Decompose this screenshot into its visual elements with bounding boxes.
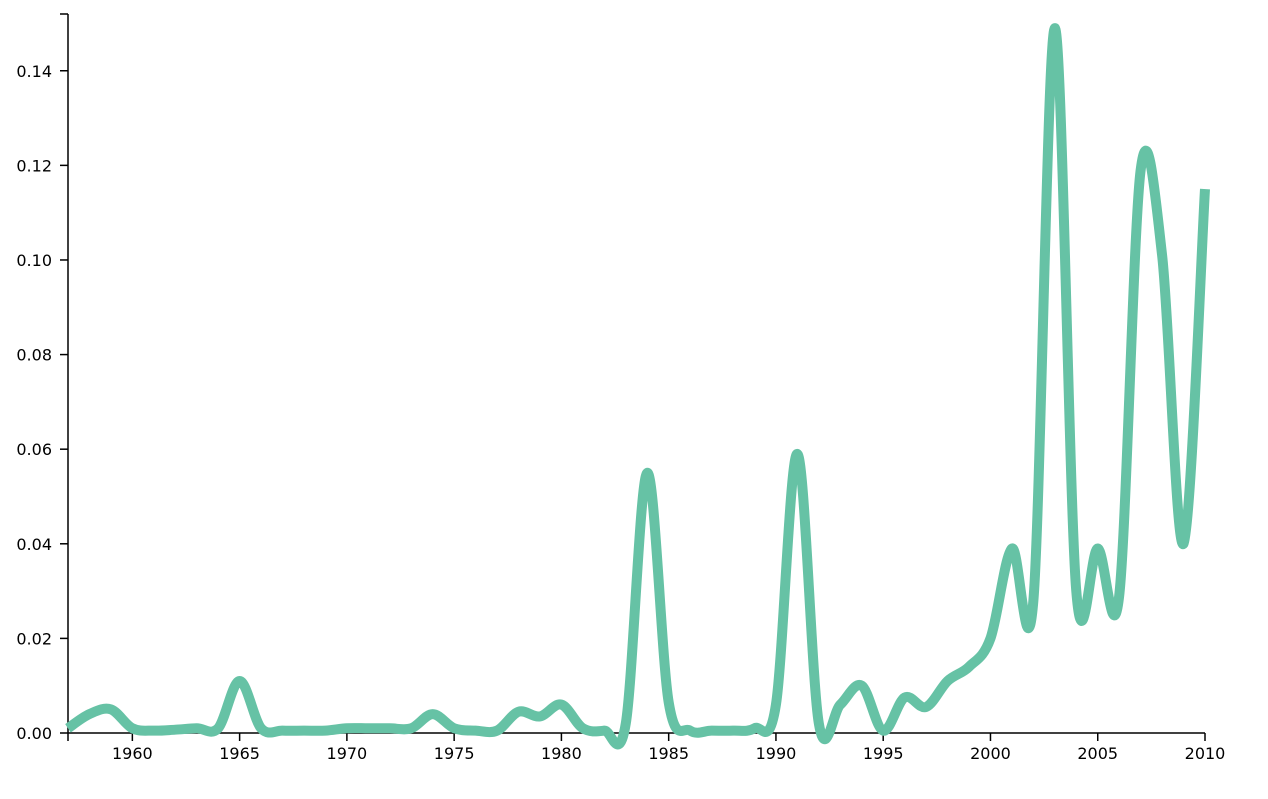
x-axis: 1960 1965 1970 1975 1980 1985 1990 1995 2000 2005… bbox=[67, 732, 1226, 763]
x-tick-label: 1970 bbox=[327, 744, 368, 763]
x-tick-label: 1985 bbox=[648, 744, 689, 763]
x-tick-label: 1975 bbox=[434, 744, 475, 763]
series-layer bbox=[65, 23, 1210, 750]
x-tick-label: 1965 bbox=[219, 744, 260, 763]
y-tick-label: 0.06 bbox=[16, 440, 52, 459]
x-tick-label: 2005 bbox=[1077, 744, 1118, 763]
y-tick-label: 0.14 bbox=[16, 62, 52, 81]
x-tick-label: 2010 bbox=[1185, 744, 1226, 763]
x-tick-label: 1960 bbox=[112, 744, 153, 763]
y-tick-label: 0.00 bbox=[16, 724, 52, 743]
y-tick-label: 0.10 bbox=[16, 251, 52, 270]
x-tick-label: 1980 bbox=[541, 744, 582, 763]
y-tick-label: 0.04 bbox=[16, 535, 52, 554]
y-tick-label: 0.02 bbox=[16, 629, 52, 648]
y-tick-label: 0.12 bbox=[16, 156, 52, 175]
series-line bbox=[65, 23, 1210, 750]
x-tick-label: 1990 bbox=[756, 744, 797, 763]
x-tick-label: 2000 bbox=[970, 744, 1011, 763]
x-tick-label: 1995 bbox=[863, 744, 904, 763]
y-tick-label: 0.08 bbox=[16, 346, 52, 365]
y-axis: 0.00 0.02 0.04 0.06 0.08 0.10 0.12 0.14 bbox=[16, 13, 69, 743]
